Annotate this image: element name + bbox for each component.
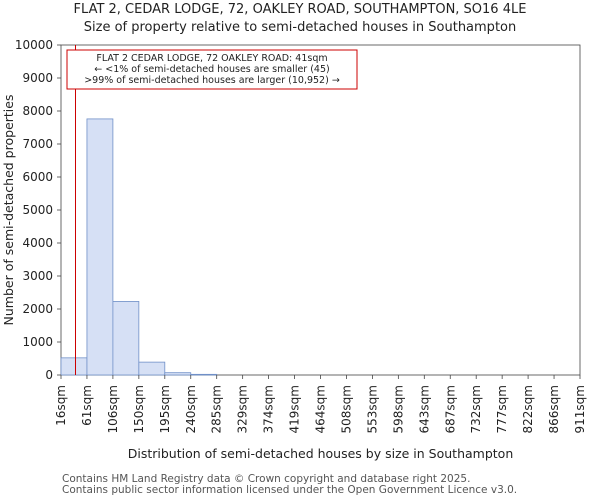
x-tick-label: 464sqm	[314, 385, 328, 433]
histogram-bar	[60, 357, 88, 376]
x-tick-label: 553sqm	[365, 385, 379, 433]
y-tick-label: 4000	[22, 236, 53, 250]
x-tick-label: 732sqm	[469, 385, 483, 433]
x-tick-label: 598sqm	[391, 385, 405, 433]
annotation-box	[66, 49, 358, 90]
x-tick-label: 687sqm	[443, 385, 457, 433]
x-tick-label: 777sqm	[495, 385, 509, 433]
x-tick-label: 285sqm	[210, 385, 224, 433]
y-tick-label: 1000	[22, 335, 53, 349]
y-tick-label: 8000	[22, 104, 53, 118]
x-tick-label: 866sqm	[547, 385, 561, 433]
x-tick-label: 374sqm	[262, 385, 276, 433]
y-tick-label: 6000	[22, 170, 53, 184]
x-tick-label: 419sqm	[288, 385, 302, 433]
x-tick-label: 240sqm	[184, 385, 198, 433]
footer-copyright: Contains HM Land Registry data © Crown c…	[62, 473, 471, 485]
histogram-bar	[138, 361, 166, 376]
x-axis-label: Distribution of semi-detached houses by …	[128, 446, 514, 461]
y-tick-label: 3000	[22, 269, 53, 283]
x-tick-label: 643sqm	[417, 385, 431, 433]
x-tick-label: 911sqm	[573, 385, 587, 433]
annotation-line-1: FLAT 2 CEDAR LODGE, 72 OAKLEY ROAD: 41sq…	[96, 53, 327, 64]
y-tick-label: 0	[45, 368, 53, 382]
x-tick-label: 150sqm	[132, 385, 146, 433]
x-tick-label: 822sqm	[521, 385, 535, 433]
y-tick-label: 2000	[22, 302, 53, 316]
y-tick-label: 7000	[22, 137, 53, 151]
annotation-line-2: ← <1% of semi-detached houses are smalle…	[94, 64, 329, 75]
x-tick-label: 106sqm	[106, 385, 120, 433]
histogram-bar	[190, 373, 218, 376]
histogram-bar	[112, 301, 140, 376]
chart-subtitle: Size of property relative to semi-detach…	[83, 20, 517, 35]
annotation-line-3: >99% of semi-detached houses are larger …	[84, 75, 340, 86]
footer-licence: Contains public sector information licen…	[62, 484, 518, 496]
x-tick-label: 16sqm	[54, 385, 68, 426]
chart-title: FLAT 2, CEDAR LODGE, 72, OAKLEY ROAD, SO…	[73, 2, 527, 17]
histogram-bar	[86, 118, 114, 376]
x-tick-label: 508sqm	[339, 385, 353, 433]
y-tick-label: 9000	[22, 71, 53, 85]
x-tick-label: 61sqm	[80, 385, 94, 426]
y-tick-label: 5000	[22, 203, 53, 217]
y-tick-label: 10000	[15, 38, 53, 52]
x-tick-label: 329sqm	[236, 385, 250, 433]
y-axis-label: Number of semi-detached properties	[1, 95, 16, 326]
histogram-chart: 0 1000 2000 3000 4000 5000 6000 7000 8000 9000 100…	[1, 38, 587, 461]
histogram-bar	[164, 372, 192, 376]
x-tick-label: 195sqm	[158, 385, 172, 433]
